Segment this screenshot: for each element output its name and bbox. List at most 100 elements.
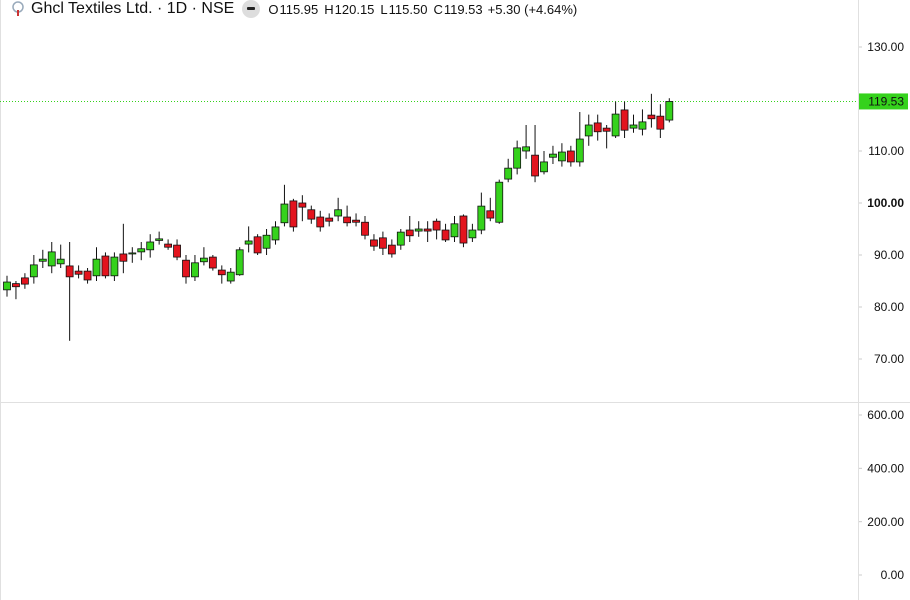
candle <box>602 125 611 149</box>
ohlc-key: C <box>433 1 443 17</box>
ohlc-key: L <box>380 1 388 17</box>
ohlc-value: 120.15 <box>334 1 375 17</box>
candle <box>638 109 647 136</box>
candle <box>387 239 396 258</box>
candle <box>298 195 307 222</box>
candle <box>101 252 110 279</box>
candle <box>495 179 504 224</box>
candle-body <box>307 209 316 220</box>
candle-body <box>513 147 522 169</box>
candle-body <box>12 283 20 288</box>
candle-body <box>477 205 486 231</box>
candle-body <box>593 122 602 133</box>
candle-body <box>119 253 128 262</box>
candle-body <box>638 121 647 130</box>
candle <box>656 104 665 138</box>
candle <box>370 234 378 251</box>
candle-body <box>262 234 271 249</box>
candle-body <box>29 264 38 278</box>
candle-body <box>343 216 352 224</box>
candle <box>531 125 539 183</box>
candle <box>361 216 369 240</box>
candle-body <box>370 239 378 247</box>
candle-body <box>226 271 235 282</box>
candle <box>244 226 253 253</box>
candle-body <box>74 270 83 275</box>
candle-body <box>441 229 450 241</box>
candle <box>47 242 56 274</box>
candle <box>3 275 11 297</box>
candle <box>396 229 405 250</box>
last-price-box <box>859 93 908 110</box>
candle-body <box>128 252 137 255</box>
candle-body <box>566 150 575 163</box>
volume-tick-label: 200.00 <box>867 515 904 529</box>
candle <box>405 216 414 242</box>
y-tick-label: 90.00 <box>874 248 904 262</box>
candle <box>307 205 316 224</box>
candle-body <box>83 270 92 281</box>
candle-body <box>414 228 423 232</box>
candle <box>423 221 432 242</box>
candle-body <box>253 236 262 254</box>
candle-body <box>38 258 47 262</box>
candle <box>665 98 674 123</box>
candle <box>414 221 423 237</box>
candle-body <box>611 113 620 137</box>
candle <box>29 255 38 284</box>
volume-tick-label: 400.00 <box>867 462 904 476</box>
candle <box>208 255 217 271</box>
candle <box>647 93 656 128</box>
candle <box>450 216 459 242</box>
ohlc-value: 119.53 <box>443 1 483 17</box>
candle-body <box>325 217 334 222</box>
candle-body <box>352 219 360 223</box>
last-price-label: 119.53 <box>868 95 904 109</box>
candle-body <box>271 226 280 241</box>
volume-tick-label: 0.00 <box>881 568 905 582</box>
candle-body <box>199 257 208 263</box>
candle <box>513 140 522 175</box>
candle-body <box>629 124 638 129</box>
y-tick-label: 100.00 <box>867 196 904 210</box>
candle <box>378 231 387 255</box>
candle-body <box>522 146 530 152</box>
candle <box>191 255 199 281</box>
ohlc-key: O <box>268 1 279 17</box>
candle <box>575 112 584 167</box>
legend-header: Ghcl Textiles Ltd. · 1D · NSE O 115.95 H 12… <box>0 0 577 18</box>
candle-body <box>620 109 629 131</box>
candle <box>56 244 65 268</box>
candle-body <box>665 101 674 121</box>
candle-body <box>110 256 119 277</box>
ohlc-value: 115.95 <box>279 1 319 17</box>
candle <box>459 214 468 248</box>
candle-body <box>450 223 459 238</box>
candle-body <box>65 265 74 278</box>
candle-body <box>504 167 513 180</box>
candle <box>558 143 566 167</box>
candle <box>486 197 495 222</box>
candle <box>217 265 226 284</box>
candle-body <box>235 249 244 276</box>
hide-button[interactable] <box>242 0 261 18</box>
candle-body <box>334 209 343 217</box>
candle-body <box>495 181 504 223</box>
candle-body <box>396 231 405 246</box>
candle-body <box>432 220 441 231</box>
candle-body <box>155 238 164 241</box>
candle-body <box>387 244 396 255</box>
y-tick-label: 130.00 <box>867 40 904 54</box>
candle <box>182 255 190 284</box>
candle-body <box>146 241 155 251</box>
candle-body <box>540 161 548 173</box>
candle-body <box>468 229 477 239</box>
candle <box>289 198 298 232</box>
candle-body <box>486 210 495 219</box>
candle-body <box>575 138 584 163</box>
ohlc-value: 115.50 <box>388 1 428 17</box>
candle <box>343 205 352 227</box>
symbol-icon <box>12 1 24 16</box>
candle-body <box>378 237 387 249</box>
